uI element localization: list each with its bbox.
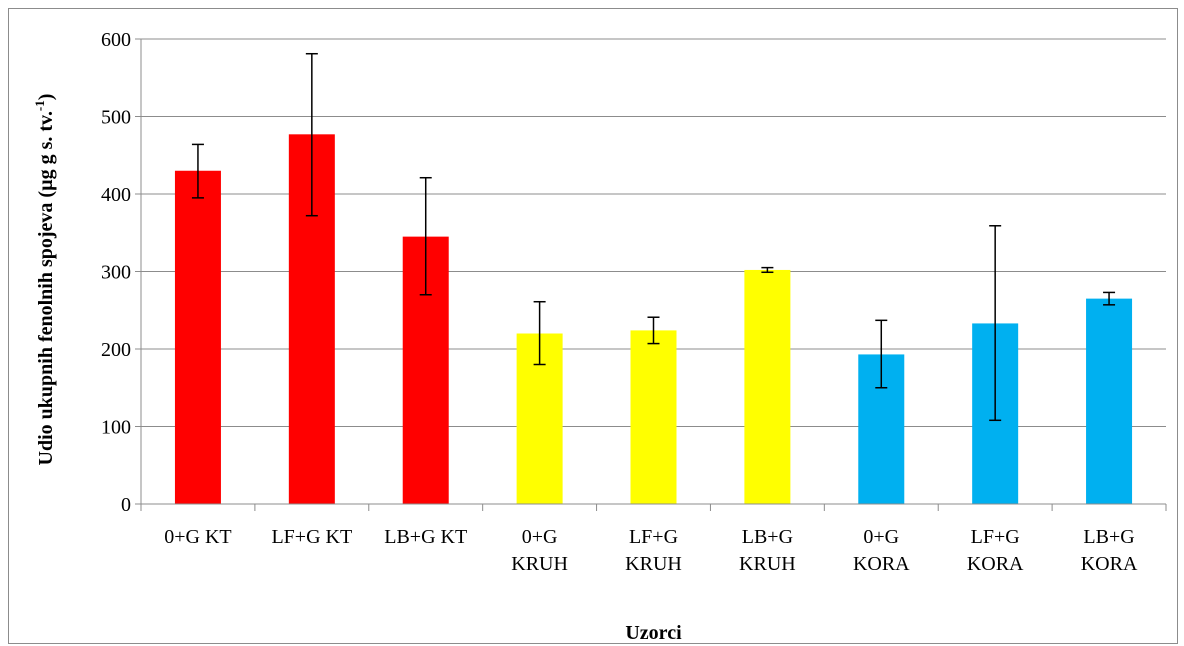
bar (630, 330, 677, 504)
error-bars (191, 52, 1116, 422)
x-axis-title: Uzorci (625, 622, 682, 644)
category-labels: 0+G KT LF+G KT LB+G KT 0+G KRUH LF+G KRUH LB+G K… (164, 526, 1138, 575)
category-label: KRUH (625, 553, 682, 575)
category-label: LF+G KT (271, 526, 352, 548)
category-label: KORA (853, 553, 910, 575)
y-tick-label: 400 (101, 184, 131, 206)
x-axis (140, 39, 1167, 511)
category-label: LF+G (629, 526, 678, 548)
y-tick-label: 600 (101, 29, 131, 51)
category-label: 0+G KT (164, 526, 231, 548)
y-tick-label: 500 (101, 107, 131, 129)
category-label: KORA (1081, 553, 1138, 575)
category-label: LB+G KT (384, 526, 467, 548)
y-tick-label: 100 (101, 417, 131, 439)
y-tick-label: 0 (121, 494, 131, 516)
category-label: KRUH (511, 553, 568, 575)
y-axis-title-superscript: -1 (32, 100, 47, 111)
y-tick-label: 300 (101, 262, 131, 284)
bar (744, 269, 791, 504)
y-axis-title: Udio ukupnih fenolnih spojeva (µg g s. t… (32, 94, 57, 466)
y-axis-title-main: Udio ukupnih fenolnih spojeva (µg g s. t… (35, 111, 57, 465)
bar (1086, 298, 1133, 504)
category-label: 0+G (522, 526, 558, 548)
category-label: 0+G (863, 526, 899, 548)
y-axis-title-close: ) (35, 94, 57, 101)
category-label: LB+G (742, 526, 793, 548)
bar (174, 170, 221, 504)
category-label: LB+G (1083, 526, 1134, 548)
category-label: KRUH (739, 553, 796, 575)
y-axis-ticks: 0 100 200 300 400 500 600 (101, 29, 141, 516)
category-label: LF+G (971, 526, 1020, 548)
y-tick-label: 200 (101, 339, 131, 361)
category-label: KORA (967, 553, 1024, 575)
